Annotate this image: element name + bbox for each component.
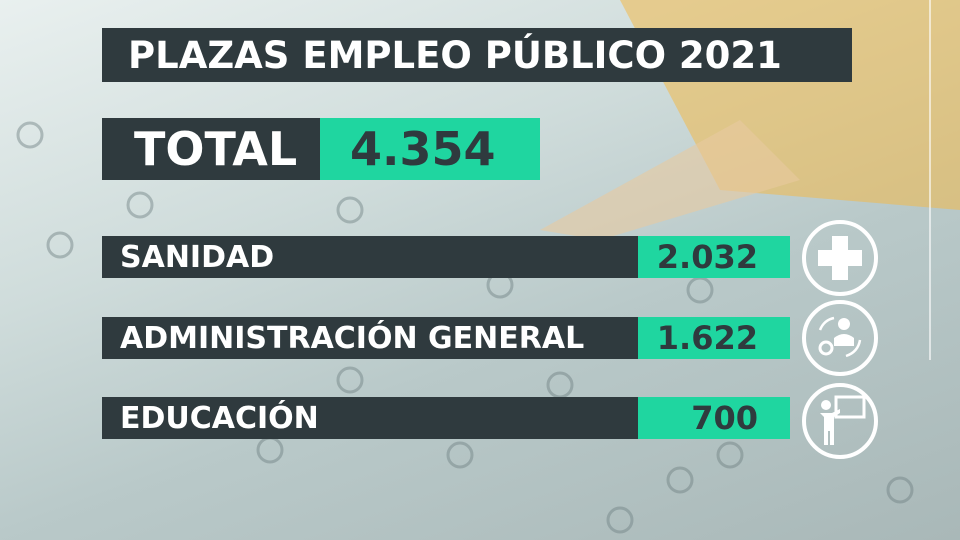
total-label: TOTAL bbox=[102, 118, 320, 180]
row-label: EDUCACIÓN bbox=[102, 397, 638, 439]
total-value: 4.354 bbox=[320, 118, 540, 180]
health-icon bbox=[802, 220, 878, 296]
row-value: 1.622 bbox=[638, 317, 790, 359]
row-label: ADMINISTRACIÓN GENERAL bbox=[102, 317, 638, 359]
row-value: 2.032 bbox=[638, 236, 790, 278]
admin-icon bbox=[802, 300, 878, 376]
title: PLAZAS EMPLEO PÚBLICO 2021 bbox=[102, 28, 852, 82]
education-icon bbox=[802, 383, 878, 459]
row-value: 700 bbox=[638, 397, 790, 439]
row-label: SANIDAD bbox=[102, 236, 638, 278]
